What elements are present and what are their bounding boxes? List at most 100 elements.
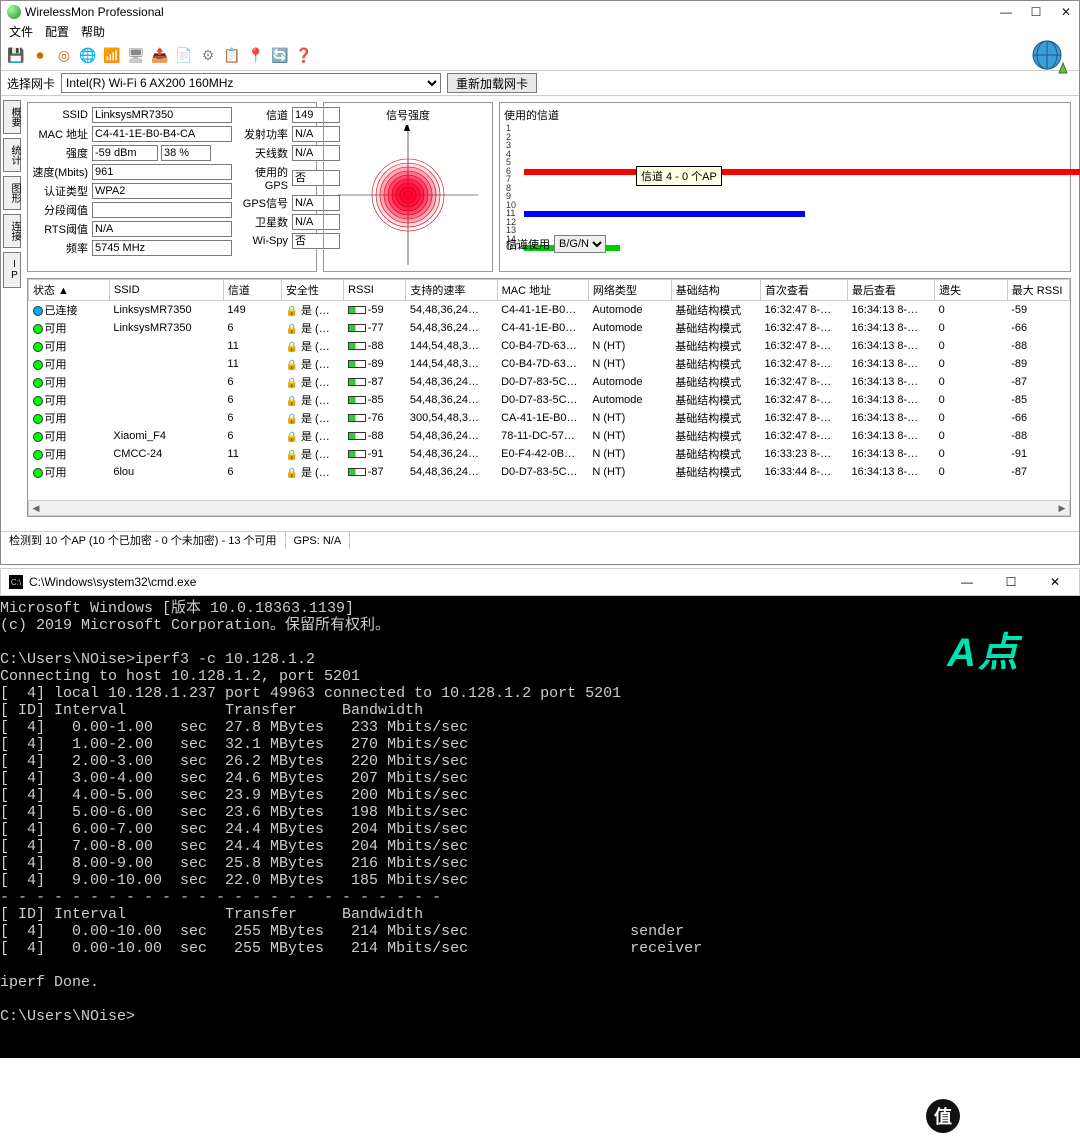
info-mac-value: C4-41-1E-B0-B4-CA [92,126,232,142]
info-mac-label: MAC 地址 [32,126,92,142]
cmd-minimize-button[interactable]: — [945,569,989,595]
col-12[interactable]: 最大 RSSI [1007,280,1069,301]
col-5[interactable]: 支持的速率 [406,280,497,301]
channel-sel[interactable]: B/G/N [554,235,606,253]
save-icon[interactable]: 💾 [5,45,27,67]
help-icon[interactable]: ❓ [293,45,315,67]
info-sat-label: 卫星数 [236,214,292,230]
col-8[interactable]: 基础结构 [671,280,760,301]
table-row[interactable]: 可用CMCC-2411🔒 是 (…-9154,48,36,24…E0-F4-42… [29,445,1070,463]
channel-tooltip: 信道 4 - 0 个AP [636,166,722,186]
info-ssid-value: LinksysMR7350 [92,107,232,123]
cmd-output: Microsoft Windows [版本 10.0.18363.1139] (… [0,596,1080,1025]
note-icon[interactable]: 📋 [221,45,243,67]
info-wspy-label: Wi-Spy [236,235,292,247]
nic-select[interactable]: Intel(R) Wi-Fi 6 AX200 160MHz [61,73,441,93]
info-auth-value: WPA2 [92,183,232,199]
info-spd-value: 961 [92,164,232,180]
table-row[interactable]: 可用6🔒 是 (…-8754,48,36,24…D0-D7-83-5C…Auto… [29,373,1070,391]
app-icon [7,5,21,19]
refresh-icon[interactable]: 🔄 [269,45,291,67]
col-0[interactable]: 状态 ▲ [29,280,110,301]
lock-icon: 🔒 [285,414,297,425]
gps-icon[interactable]: 📍 [245,45,267,67]
col-11[interactable]: 遗失 [935,280,1008,301]
info-freq-value: 5745 MHz [92,240,232,256]
col-6[interactable]: MAC 地址 [497,280,588,301]
nic-selector-row: 选择网卡 Intel(R) Wi-Fi 6 AX200 160MHz 重新加载网… [1,71,1079,95]
menu-bar: 文件 配置 帮助 [1,23,1079,41]
info-txp-label: 发射功率 [236,126,292,142]
signal-label: 信号强度 [328,107,488,123]
title-bar[interactable]: WirelessMon Professional — ☐ ✕ [1,1,1079,23]
table-row[interactable]: 可用6lou6🔒 是 (…-8754,48,36,24…D0-D7-83-5C…… [29,463,1070,481]
table-row[interactable]: 可用6🔒 是 (…-76300,54,48,3…CA-41-1E-B0…N (H… [29,409,1070,427]
table-row[interactable]: 可用Xiaomi_F46🔒 是 (…-8854,48,36,24…78-11-D… [29,427,1070,445]
status-gps: GPS: N/A [286,532,351,549]
toolbar: 💾⏺◎🌐📶🖥📤📄⚙📋📍🔄❓ [1,41,1079,71]
lock-icon: 🔒 [285,378,297,389]
col-9[interactable]: 首次查看 [760,280,847,301]
tab-stats[interactable]: 统计 [3,138,21,172]
info-ssid-label: SSID [32,109,92,121]
channel-bar-10 [524,211,805,217]
table-row[interactable]: 可用6🔒 是 (…-8554,48,36,24…D0-D7-83-5C…Auto… [29,391,1070,409]
info-rts-label: RTS阈值 [32,221,92,237]
lock-icon: 🔒 [285,324,297,335]
lock-icon: 🔒 [285,396,297,407]
cmd-close-button[interactable]: ✕ [1033,569,1077,595]
settings-icon[interactable]: ⚙ [197,45,219,67]
info-chan-label: 信道 [236,107,292,123]
horizontal-scrollbar[interactable]: ◀▶ [28,500,1070,516]
reload-nic-button[interactable]: 重新加载网卡 [447,73,537,93]
export-icon[interactable]: 📤 [149,45,171,67]
cmd-window: C:\ C:\Windows\system32\cmd.exe — ☐ ✕ Mi… [0,568,1080,1058]
info-ant-label: 天线数 [236,145,292,161]
close-button[interactable]: ✕ [1059,1,1073,23]
cmd-title-bar[interactable]: C:\ C:\Windows\system32\cmd.exe — ☐ ✕ [0,568,1080,596]
col-7[interactable]: 网络类型 [588,280,671,301]
watermark-text: 什么值得买 [966,1100,1076,1132]
globe-icon[interactable]: 🌐 [77,45,99,67]
a-point-overlay: A点 [947,620,1020,678]
lock-icon: 🔒 [285,306,297,317]
col-1[interactable]: SSID [109,280,223,301]
cmd-title: C:\Windows\system32\cmd.exe [29,575,196,589]
watermark: 值 什么值得买 [926,1099,1076,1133]
tab-conn[interactable]: 连接 [3,214,21,248]
maximize-button[interactable]: ☐ [1029,1,1043,23]
info-freq-label: 频率 [32,240,92,256]
col-2[interactable]: 信道 [223,280,281,301]
server-icon[interactable]: 🖥 [125,45,147,67]
tab-ip[interactable]: IP [3,252,21,288]
table-row[interactable]: 可用11🔒 是 (…-89144,54,48,3…C0-B4-7D-63…N (… [29,355,1070,373]
target-icon[interactable]: ◎ [53,45,75,67]
info-gsig-label: GPS信号 [236,195,292,211]
signal-radar [333,125,483,265]
menu-help[interactable]: 帮助 [77,23,109,41]
info-gps-label: 使用的GPS [236,164,292,192]
table-row[interactable]: 可用LinksysMR73506🔒 是 (…-7754,48,36,24…C4-… [29,319,1070,337]
info-str-label: 强度 [32,145,92,161]
table-row[interactable]: 已连接LinksysMR7350149🔒 是 (…-5954,48,36,24…… [29,301,1070,320]
table-row[interactable]: 可用11🔒 是 (…-88144,54,48,3…C0-B4-7D-63…N (… [29,337,1070,355]
channel-label: 使用的信道 [504,107,1066,123]
col-10[interactable]: 最后查看 [848,280,935,301]
stop-icon[interactable]: ⏺ [29,45,51,67]
minimize-button[interactable]: — [999,1,1013,23]
tab-graph[interactable]: 图形 [3,176,21,210]
info-auth-label: 认证类型 [32,183,92,199]
channel-sel-label: 信道使用 [506,236,550,252]
info-frag-label: 分段阈值 [32,202,92,218]
cmd-maximize-button[interactable]: ☐ [989,569,1033,595]
menu-file[interactable]: 文件 [5,23,37,41]
tab-overview[interactable]: 概要 [3,100,21,134]
menu-config[interactable]: 配置 [41,23,73,41]
col-3[interactable]: 安全性 [281,280,343,301]
ap-icon[interactable]: 📶 [101,45,123,67]
side-tabs: 概要 统计 图形 连接 IP [3,100,21,288]
log-icon[interactable]: 📄 [173,45,195,67]
col-4[interactable]: RSSI [344,280,406,301]
info-panel: SSIDLinksysMR7350MAC 地址C4-41-1E-B0-B4-CA… [27,102,317,272]
lock-icon: 🔒 [285,450,297,461]
